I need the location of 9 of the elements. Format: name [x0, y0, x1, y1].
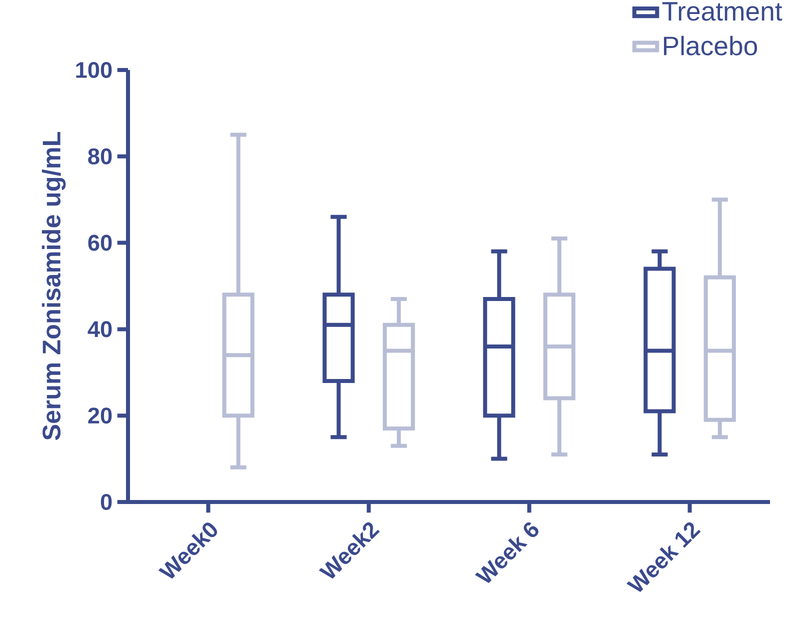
y-axis-title: Serum Zonisamide ug/mL — [42, 132, 66, 440]
y-tick-label: 40 — [88, 321, 112, 338]
y-tick-label: 80 — [88, 148, 112, 164]
y-tick-label: 100 — [76, 62, 112, 78]
y-tick-label: 20 — [88, 408, 112, 424]
y-tick-label: 0 — [100, 494, 112, 510]
y-tick-label: 60 — [88, 234, 112, 251]
legend-label: Treatment — [662, 2, 782, 21]
legend-label: Placebo — [664, 36, 758, 56]
